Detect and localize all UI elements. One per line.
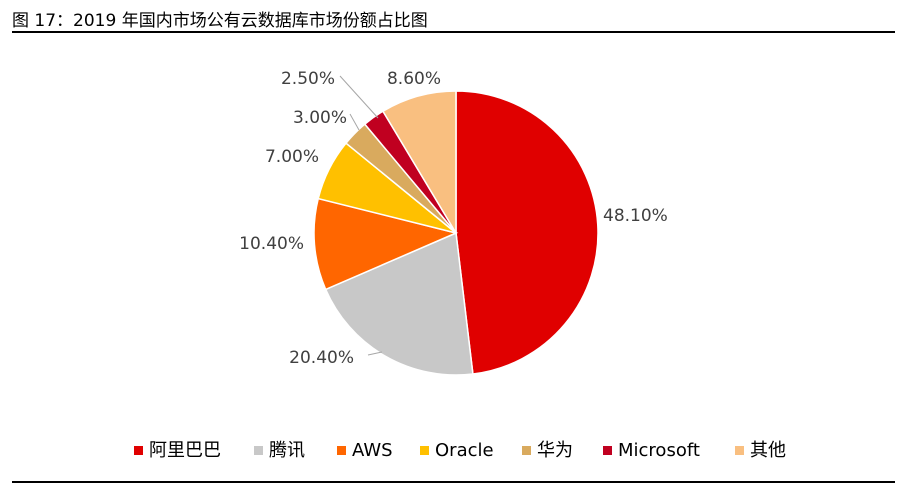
data-label-6: 8.60% [387, 69, 441, 89]
figure-title: 图 17：2019 年国内市场公有云数据库市场份额占比图 [12, 11, 428, 31]
legend-swatch-2 [337, 446, 346, 455]
leader-line-5 [339, 75, 379, 119]
legend-label-3: Oracle [435, 440, 494, 461]
legend-label-4: 华为 [537, 440, 573, 461]
legend-swatch-4 [522, 446, 531, 455]
data-label-0: 48.10% [603, 206, 668, 226]
bottom-rule [12, 481, 895, 483]
leader-line-1 [367, 351, 383, 356]
legend-swatch-5 [603, 446, 612, 455]
data-label-1: 20.40% [289, 348, 354, 368]
pie-slice-1 [324, 231, 474, 376]
data-label-5: 2.50% [281, 69, 335, 89]
legend-swatch-0 [134, 446, 143, 455]
pie-slice-0 [455, 90, 599, 375]
top-rule [12, 31, 895, 33]
legend-label-5: Microsoft [618, 440, 700, 461]
data-label-3: 7.00% [265, 147, 319, 167]
data-label-2: 10.40% [239, 234, 304, 254]
legend-label-0: 阿里巴巴 [149, 440, 221, 461]
legend-swatch-6 [735, 446, 744, 455]
data-label-4: 3.00% [293, 108, 347, 128]
legend-label-2: AWS [352, 440, 393, 461]
legend-label-6: 其他 [750, 440, 786, 461]
leader-line-4 [349, 113, 360, 131]
pie-slice-6 [381, 90, 457, 236]
legend-swatch-3 [420, 446, 429, 455]
pie-slice-2 [313, 197, 459, 291]
legend-swatch-1 [254, 446, 263, 455]
legend-label-1: 腾讯 [269, 440, 305, 461]
